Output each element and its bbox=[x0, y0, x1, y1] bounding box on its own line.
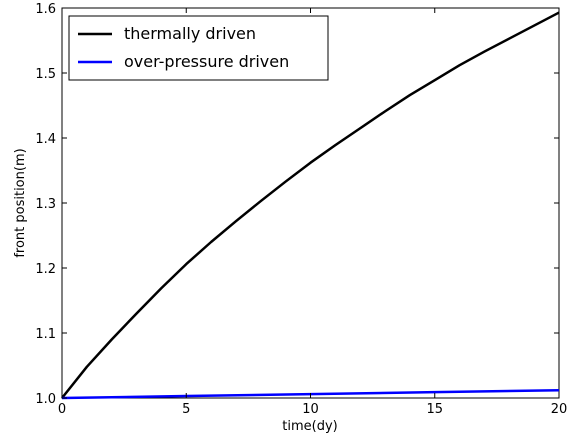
legend: thermally driven over-pressure driven bbox=[68, 15, 329, 81]
y-tick-label: 1.3 bbox=[35, 197, 56, 212]
y-tick-label: 1.1 bbox=[35, 327, 56, 342]
x-tick-label: 5 bbox=[182, 402, 190, 417]
y-tick-label: 1.2 bbox=[35, 262, 56, 277]
series-line-0 bbox=[61, 11, 560, 399]
y-tick-label: 1.4 bbox=[35, 132, 56, 147]
y-tick-label: 1.5 bbox=[35, 67, 56, 82]
x-tick-label: 0 bbox=[58, 402, 66, 417]
tick-layer: 0 5 10 15 20 1.0 1.1 1.2 1.3 1.4 1.5 1.6 bbox=[35, 2, 567, 417]
x-axis-label: time(dy) bbox=[282, 419, 337, 434]
legend-box bbox=[68, 15, 329, 81]
legend-label-thermally-driven: thermally driven bbox=[124, 24, 256, 43]
y-tick-label: 1.0 bbox=[35, 392, 56, 407]
y-tick-label: 1.6 bbox=[35, 2, 56, 17]
x-tick-label: 15 bbox=[426, 402, 443, 417]
legend-label-over-pressure-driven: over-pressure driven bbox=[124, 52, 289, 71]
x-tick-label: 10 bbox=[302, 402, 319, 417]
y-axis-label: front position(m) bbox=[13, 148, 28, 257]
x-tick-label: 20 bbox=[551, 402, 568, 417]
